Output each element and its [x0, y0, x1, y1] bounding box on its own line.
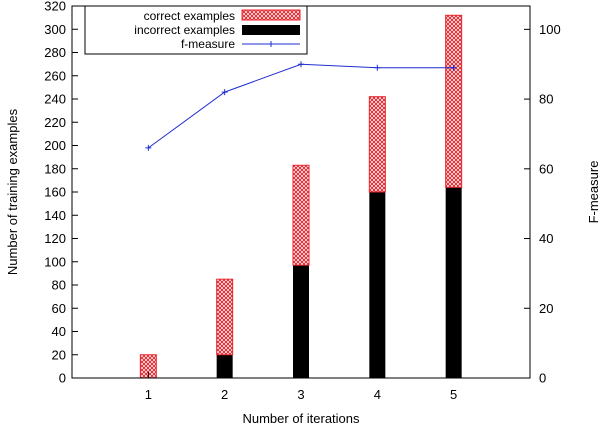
bar-correct-5 — [445, 14, 463, 188]
f-measure-point-1 — [145, 144, 152, 151]
axes-layer: 0204060801001201401601802002202402602803… — [44, 0, 560, 402]
legend-swatch-incorrect — [242, 25, 300, 35]
bar-correct-2 — [216, 278, 234, 356]
y-tick-label-320: 320 — [44, 0, 66, 14]
bar-incorrect-4 — [369, 192, 386, 378]
legend-label-correct: correct examples — [144, 9, 235, 23]
bar-incorrect-5 — [445, 187, 462, 378]
y-tick-label-120: 120 — [44, 231, 66, 246]
bar-correct-3 — [292, 164, 310, 266]
bars-layer — [139, 14, 463, 379]
legend-label-f-measure: f-measure — [181, 37, 235, 51]
y-tick-label-300: 300 — [44, 22, 66, 37]
bar-correct-4 — [368, 96, 386, 193]
f-measure-point-5 — [450, 64, 457, 71]
y-tick-label-140: 140 — [44, 208, 66, 223]
legend-swatch-correct — [241, 9, 301, 21]
y-tick-label-200: 200 — [44, 138, 66, 153]
y-tick-label-80: 80 — [52, 278, 66, 293]
y-tick-label-240: 240 — [44, 92, 66, 107]
legend-label-incorrect: incorrect examples — [134, 23, 235, 37]
f-measure-line-layer — [145, 61, 457, 151]
x-axis-title: Number of iterations — [242, 411, 360, 426]
f-measure-point-3 — [298, 61, 304, 68]
y-tick-label-60: 60 — [52, 301, 66, 316]
y2-tick-label-40: 40 — [539, 231, 553, 246]
y-tick-label-0: 0 — [59, 371, 66, 386]
y-tick-label-260: 260 — [44, 68, 66, 83]
y-tick-label-180: 180 — [44, 161, 66, 176]
f-measure-point-2 — [221, 89, 228, 96]
x-tick-label-5: 5 — [450, 387, 457, 402]
legend: correct examples incorrect examples f-me… — [84, 5, 308, 55]
y2-tick-label-0: 0 — [539, 371, 546, 386]
x-tick-label-1: 1 — [145, 387, 152, 402]
x-tick-label-3: 3 — [297, 387, 304, 402]
y2-axis-title: F-measure — [586, 161, 601, 224]
x-tick-label-2: 2 — [221, 387, 228, 402]
y-tick-label-160: 160 — [44, 185, 66, 200]
y2-tick-label-80: 80 — [539, 92, 553, 107]
y2-tick-label-20: 20 — [539, 301, 553, 316]
legend-marker-f-measure — [268, 41, 274, 47]
y-tick-label-100: 100 — [44, 254, 66, 269]
y2-tick-label-60: 60 — [539, 161, 553, 176]
bar-incorrect-3 — [293, 265, 309, 378]
bar-incorrect-2 — [216, 354, 233, 378]
x-tick-label-4: 4 — [374, 387, 381, 402]
y-tick-label-280: 280 — [44, 45, 66, 60]
y-axis-title: Number of training examples — [5, 108, 20, 275]
y-tick-label-40: 40 — [52, 324, 66, 339]
f-measure-point-4 — [374, 64, 381, 71]
y-tick-label-20: 20 — [52, 347, 66, 362]
y2-tick-label-100: 100 — [539, 22, 561, 37]
f-measure-line — [148, 63, 454, 149]
y-tick-label-220: 220 — [44, 115, 66, 130]
